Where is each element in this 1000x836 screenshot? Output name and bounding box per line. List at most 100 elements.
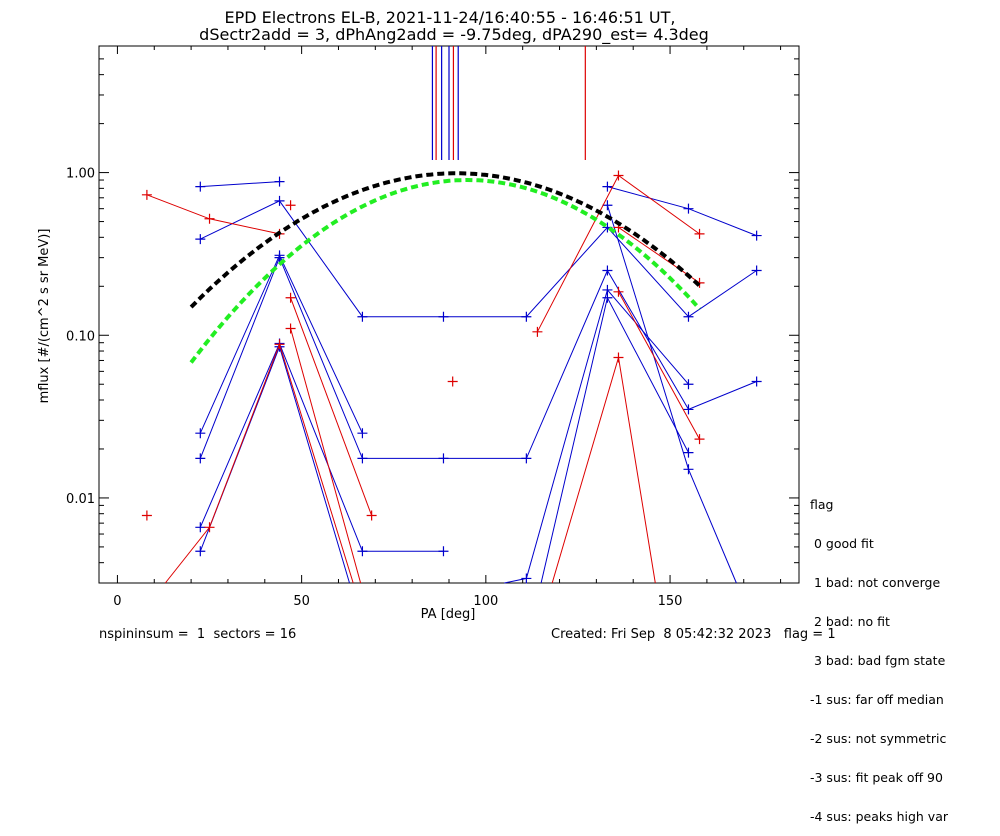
data-point xyxy=(751,265,762,276)
data-point xyxy=(141,189,152,200)
data-point xyxy=(602,265,613,276)
series-blue xyxy=(602,181,762,241)
legend-item: 0 good fit xyxy=(810,536,874,551)
series-red xyxy=(285,200,296,211)
chart: EPD Electrons EL-B, 2021-11-24/16:40:55 … xyxy=(37,8,800,622)
fit-curve-green xyxy=(189,177,701,364)
data-point xyxy=(357,453,368,464)
chart-title: EPD Electrons EL-B, 2021-11-24/16:40:55 … xyxy=(225,8,676,27)
x-tick-label: 0 xyxy=(113,594,121,609)
legend-item: 2 bad: no fit xyxy=(810,614,890,629)
data-point xyxy=(195,453,206,464)
data-point xyxy=(366,510,377,521)
data-point xyxy=(602,200,613,211)
data-point xyxy=(602,181,613,192)
footer-created-info: Created: Fri Sep 8 05:42:32 2023 flag = … xyxy=(551,627,836,642)
series-blue xyxy=(195,341,350,584)
series-red xyxy=(532,170,705,337)
series-red xyxy=(447,376,458,387)
series-red xyxy=(164,339,354,584)
data-point xyxy=(694,228,705,239)
y-tick-label: 0.01 xyxy=(66,492,95,507)
series-line xyxy=(200,200,757,318)
data-point xyxy=(683,447,694,458)
series-blue xyxy=(195,338,449,557)
data-point xyxy=(357,428,368,439)
data-point xyxy=(683,311,694,322)
data-point xyxy=(195,428,206,439)
data-point xyxy=(532,326,543,337)
data-point xyxy=(274,252,285,263)
data-point xyxy=(357,311,368,322)
series-red xyxy=(285,323,362,584)
data-point xyxy=(285,200,296,211)
y-tick-label: 1.00 xyxy=(66,167,95,182)
data-point xyxy=(357,546,368,557)
series-line xyxy=(504,288,689,584)
series-blue xyxy=(504,284,694,584)
series-blue xyxy=(540,292,694,584)
series-line xyxy=(199,342,444,552)
legend-item: -3 sus: fit peak off 90 xyxy=(810,770,943,785)
series-red xyxy=(285,292,377,521)
series-line xyxy=(536,174,700,333)
data-point xyxy=(195,234,206,245)
data-point xyxy=(274,176,285,187)
data-point xyxy=(521,453,532,464)
x-tick-label: 100 xyxy=(473,594,498,609)
data-point xyxy=(613,286,624,297)
legend-item: 3 bad: bad fgm state xyxy=(810,653,946,668)
footer-spin-info: nspininsum = 1 sectors = 16 xyxy=(99,627,297,642)
series-red xyxy=(141,510,152,521)
data-point xyxy=(683,464,694,475)
data-point xyxy=(141,510,152,521)
series-red xyxy=(141,189,285,239)
x-tick-label: 150 xyxy=(658,594,683,609)
series-red xyxy=(613,286,705,445)
data-point xyxy=(613,170,624,181)
data-point xyxy=(204,213,215,224)
data-point xyxy=(683,379,694,390)
data-point xyxy=(285,323,296,334)
legend-item: -2 sus: not symmetric xyxy=(810,731,947,746)
series-blue xyxy=(195,176,285,192)
series-blue xyxy=(195,252,762,464)
chart-subtitle: dSectr2add = 3, dPhAng2add = -9.75deg, d… xyxy=(199,25,709,45)
y-tick-label: 0.10 xyxy=(66,329,95,344)
legend-item: -4 sus: peaks high var xyxy=(810,809,949,824)
x-tick-label: 50 xyxy=(293,594,310,609)
legend-item: 1 bad: not converge xyxy=(810,575,941,590)
data-point xyxy=(694,434,705,445)
data-point xyxy=(195,181,206,192)
data-point xyxy=(274,195,285,206)
data-point xyxy=(751,230,762,241)
legend-title: flag xyxy=(810,497,834,512)
data-point xyxy=(683,404,694,415)
data-point xyxy=(204,522,215,533)
series-line xyxy=(290,297,373,516)
data-point xyxy=(438,311,449,322)
data-point xyxy=(438,546,449,557)
data-point xyxy=(602,292,613,303)
series-red xyxy=(551,352,656,584)
data-point xyxy=(751,376,762,387)
data-point xyxy=(447,376,458,387)
series-line xyxy=(164,342,354,584)
y-axis-label: mflux [#/(cm^2 s sr MeV)] xyxy=(37,229,52,404)
series-line xyxy=(540,296,689,584)
data-point xyxy=(521,311,532,322)
data-point xyxy=(683,203,694,214)
data-point xyxy=(285,292,296,303)
series-line xyxy=(290,328,362,584)
data-point xyxy=(195,546,206,557)
fit-curve-black xyxy=(189,171,701,309)
x-axis-label: PA [deg] xyxy=(421,607,476,622)
flag-legend: flag 0 good fit 1 bad: not converge 2 ba… xyxy=(810,472,948,836)
data-point xyxy=(195,522,206,533)
legend-item: -1 sus: far off median xyxy=(810,692,944,707)
data-point xyxy=(438,453,449,464)
series-line xyxy=(199,256,757,459)
series-blue xyxy=(602,200,737,584)
series-line xyxy=(618,291,700,440)
data-point xyxy=(613,352,624,363)
